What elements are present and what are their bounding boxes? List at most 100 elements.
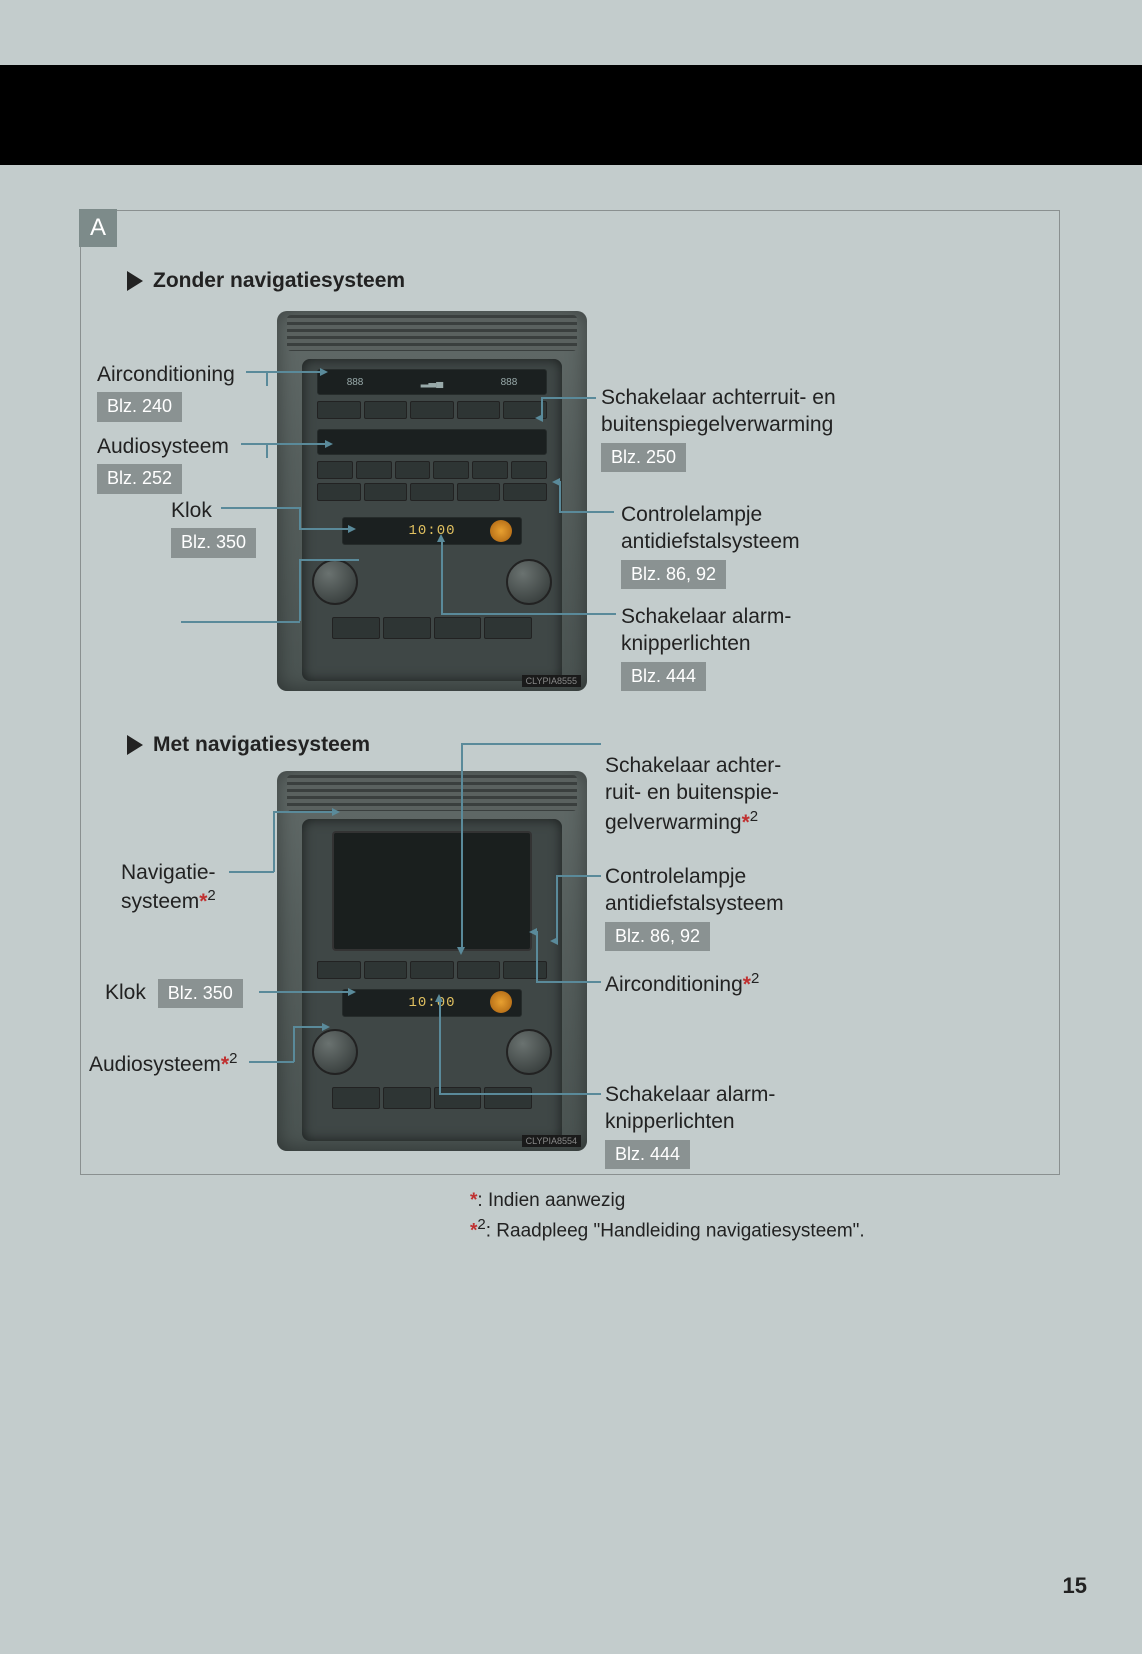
audio-buttons-1: [317, 461, 547, 479]
image-tag: CLYPIA8554: [522, 1135, 581, 1147]
page-badge: Blz. 250: [601, 443, 686, 472]
footnote-text: : Indien aanwezig: [477, 1190, 625, 1211]
leader: [536, 981, 601, 983]
leader: [273, 811, 275, 872]
footnote-text: : Raadpleeg "Handleiding navigatiesystee…: [486, 1220, 865, 1241]
arrow-icon: [325, 440, 333, 448]
knob-left: [312, 559, 358, 605]
leader: [266, 371, 268, 386]
callout-label: Schakelaar alarm-knipperlichten: [605, 1081, 825, 1136]
triangle-icon: [127, 735, 143, 755]
star-icon: *: [221, 1053, 229, 1076]
callout-label: Controlelampje antidiefstalsysteem: [621, 501, 841, 556]
audio-display: [317, 429, 547, 455]
callout-label: Audiosysteem: [89, 1053, 221, 1076]
diagram-container: A Zonder navigatiesysteem 888▂▃▄888 10:0…: [80, 210, 1060, 1175]
vents: [287, 315, 577, 351]
subheading-without-nav: Zonder navigatiesysteem: [127, 269, 405, 293]
leader: [249, 1061, 294, 1063]
footnote-ref: 2: [207, 887, 215, 904]
leader: [241, 443, 326, 445]
section-badge: A: [79, 209, 117, 247]
leader: [246, 371, 321, 373]
arrow-icon: [550, 937, 558, 945]
header-black-bar: [0, 65, 1142, 165]
nav-screen: [332, 831, 532, 951]
center-stack: 888▂▃▄888 10:00: [302, 359, 562, 681]
callout-label: Schakelaar achterruit- en buitenspiegelv…: [601, 384, 861, 439]
leader: [293, 1026, 295, 1062]
knob-left: [312, 1029, 358, 1075]
bottom-buttons: [332, 1087, 532, 1109]
callout-rear-defog: Schakelaar achterruit- en buitenspiegelv…: [601, 384, 861, 472]
vents: [287, 775, 577, 811]
leader: [556, 875, 558, 940]
subheading-label: Met navigatiesysteem: [153, 733, 370, 757]
subheading-label: Zonder navigatiesysteem: [153, 269, 405, 293]
arrow-icon: [348, 988, 356, 996]
callout-nav: Navigatie-systeem*2: [121, 859, 216, 916]
callout-label: Klok: [171, 497, 256, 524]
clock-text: 10:00: [408, 995, 455, 1011]
leader: [439, 1001, 441, 1094]
footnote-num: 2: [477, 1216, 485, 1233]
arrow-icon: [529, 928, 537, 936]
leader: [299, 559, 301, 621]
callout-label: Schakelaar alarm-knipperlichten: [621, 603, 841, 658]
leader: [461, 743, 463, 948]
callout-label: Controlelampje antidiefstalsysteem: [605, 863, 825, 918]
arrow-icon: [348, 525, 356, 533]
leader: [541, 397, 596, 399]
arrow-icon: [457, 947, 465, 955]
callout-clock-2: Klok Blz. 350: [105, 979, 243, 1008]
leader: [559, 511, 614, 513]
callout-label: Airconditioning: [97, 361, 235, 388]
arrow-icon: [552, 478, 560, 486]
arrow-icon: [322, 1023, 330, 1031]
ac-buttons: [317, 401, 547, 419]
nav-buttons: [317, 961, 547, 979]
page-badge: Blz. 86, 92: [605, 922, 710, 951]
callout-audio: Audiosysteem Blz. 252: [97, 433, 229, 494]
audio-buttons-2: [317, 483, 547, 501]
footnote-ref: 2: [229, 1050, 237, 1067]
callout-audio-2: Audiosysteem*2: [89, 1049, 237, 1078]
leader: [221, 507, 301, 509]
callout-rear-defog-2: Schakelaar achter-ruit- en buitenspie-ge…: [605, 752, 815, 836]
footnote-1: *: Indien aanwezig: [470, 1190, 625, 1212]
page-number: 15: [1063, 1573, 1087, 1599]
page-badge: Blz. 240: [97, 392, 182, 421]
callout-antitheft: Controlelampje antidiefstalsysteem Blz. …: [621, 501, 841, 589]
triangle-icon: [127, 271, 143, 291]
page-badge: Blz. 350: [158, 979, 243, 1008]
star-icon: *: [743, 973, 751, 996]
image-tag: CLYPIA8555: [522, 675, 581, 687]
leader: [273, 811, 333, 813]
clock-text: 10:00: [408, 523, 455, 539]
callout-label: Audiosysteem: [97, 433, 229, 460]
leader: [293, 1026, 323, 1028]
callout-airco: Airconditioning Blz. 240: [97, 361, 235, 422]
leader: [259, 991, 349, 993]
page-badge: Blz. 444: [605, 1140, 690, 1169]
leader: [441, 541, 443, 614]
leader: [536, 931, 538, 982]
footnote-2: *2: Raadpleeg "Handleiding navigatiesyst…: [470, 1216, 865, 1242]
subheading-with-nav: Met navigatiesysteem: [127, 733, 370, 757]
knob-right: [506, 1029, 552, 1075]
leader: [181, 621, 300, 623]
callout-label: Klok: [105, 981, 146, 1004]
callout-antitheft-2: Controlelampje antidiefstalsysteem Blz. …: [605, 863, 825, 951]
arrow-icon: [535, 414, 543, 422]
leader: [299, 507, 301, 529]
leader: [441, 613, 616, 615]
orange-button: [490, 520, 512, 542]
footnote-ref: 2: [750, 808, 758, 825]
bottom-buttons: [332, 617, 532, 639]
page-badge: Blz. 444: [621, 662, 706, 691]
arrow-icon: [435, 994, 443, 1002]
footnote-ref: 2: [751, 970, 759, 987]
leader: [556, 875, 601, 877]
leader: [299, 528, 349, 530]
leader: [299, 559, 359, 561]
